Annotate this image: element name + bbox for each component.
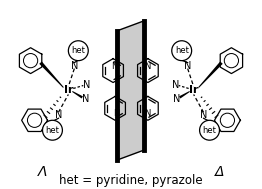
Circle shape xyxy=(172,41,192,61)
Polygon shape xyxy=(117,21,144,160)
Text: N: N xyxy=(173,94,181,104)
Text: het = pyridine, pyrazole: het = pyridine, pyrazole xyxy=(59,174,203,187)
Text: N: N xyxy=(172,80,179,90)
Text: N: N xyxy=(184,61,191,71)
Text: het: het xyxy=(203,126,216,135)
Text: N: N xyxy=(113,109,119,118)
Text: het: het xyxy=(175,46,189,55)
Polygon shape xyxy=(198,61,223,88)
Text: N: N xyxy=(55,110,62,120)
Circle shape xyxy=(42,120,62,140)
Text: N: N xyxy=(200,110,207,120)
Text: N: N xyxy=(83,80,90,90)
Text: N: N xyxy=(144,62,150,71)
Polygon shape xyxy=(179,91,190,98)
Polygon shape xyxy=(72,91,83,98)
Text: Δ: Δ xyxy=(215,165,224,179)
Circle shape xyxy=(68,41,88,61)
Text: N: N xyxy=(81,94,89,104)
Polygon shape xyxy=(39,61,64,88)
Text: N: N xyxy=(111,62,117,71)
Text: Ir: Ir xyxy=(64,85,73,95)
Text: N: N xyxy=(71,61,78,71)
Text: Λ: Λ xyxy=(38,165,47,179)
Text: N: N xyxy=(144,109,150,118)
Text: het: het xyxy=(71,46,85,55)
Circle shape xyxy=(200,120,220,140)
Text: Ir: Ir xyxy=(189,85,198,95)
Text: het: het xyxy=(46,126,59,135)
